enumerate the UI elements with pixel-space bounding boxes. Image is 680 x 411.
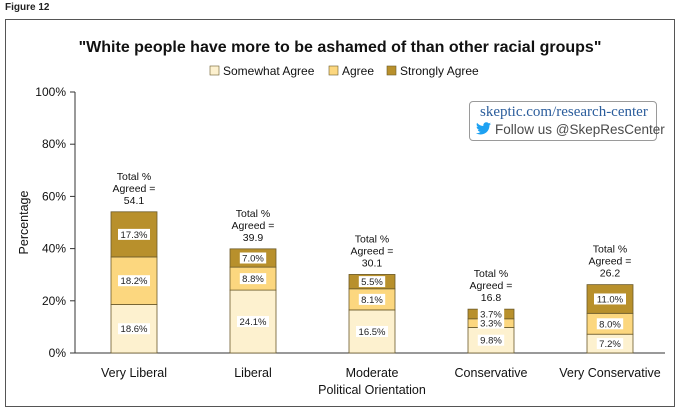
data-label-bg	[237, 316, 269, 328]
y-tick-label: 0%	[49, 346, 67, 360]
data-label: 7.2%	[599, 339, 621, 350]
watermark-handle: Follow us @SkepResCenter	[495, 122, 665, 137]
data-label-bg	[358, 293, 386, 305]
legend-swatch-0	[209, 65, 220, 76]
data-label: 3.3%	[480, 319, 502, 330]
data-label: 8.1%	[361, 295, 383, 306]
data-label-bg	[596, 318, 624, 330]
chart-title: "White people have more to be ashamed of…	[79, 39, 602, 56]
y-tick-label: 80%	[42, 137, 66, 151]
x-tick-label: Very Liberal	[101, 366, 167, 380]
data-label-bg	[118, 323, 150, 335]
data-label-bg	[477, 317, 505, 329]
data-label-bg	[596, 338, 624, 350]
x-tick-label: Liberal	[234, 366, 272, 380]
total-annotation: Agreed =	[470, 280, 513, 292]
data-label: 18.6%	[121, 324, 148, 335]
y-tick-label: 100%	[35, 85, 66, 99]
total-annotation: Total %	[474, 268, 508, 280]
total-annotation: Total %	[355, 233, 389, 245]
total-annotation: 54.1	[124, 195, 145, 207]
data-label-bg	[477, 308, 505, 320]
data-label-bg	[118, 228, 150, 240]
data-label: 8.8%	[242, 274, 264, 285]
legend-swatch-1	[328, 65, 339, 76]
legend-label-2: Strongly Agree	[400, 64, 479, 78]
total-annotation: Total %	[117, 171, 151, 183]
twitter-bird-icon	[476, 122, 491, 136]
x-tick-label: Moderate	[346, 366, 399, 380]
watermark-box: skeptic.com/research-center Follow us @S…	[469, 101, 665, 141]
total-annotation: Agreed =	[351, 245, 394, 257]
x-tick-label: Conservative	[455, 366, 528, 380]
legend-label-1: Agree	[342, 64, 374, 78]
watermark-twitter: Follow us @SkepResCenter	[476, 122, 665, 137]
total-annotation: 26.2	[600, 268, 621, 280]
data-label-bg	[239, 273, 267, 285]
data-label-bg	[477, 334, 505, 346]
data-label: 3.7%	[480, 309, 502, 320]
data-label-bg	[358, 276, 386, 288]
data-label-bg	[118, 275, 150, 287]
data-label: 17.3%	[121, 230, 148, 241]
data-label: 24.1%	[240, 317, 267, 328]
data-label: 7.0%	[242, 253, 264, 264]
data-label-bg	[594, 293, 626, 305]
legend-label-0: Somewhat Agree	[223, 64, 315, 78]
total-annotation: Total %	[593, 244, 627, 256]
total-annotation: Agreed =	[232, 220, 275, 232]
data-label: 11.0%	[597, 294, 624, 305]
watermark-url: skeptic.com/research-center	[480, 104, 648, 120]
figure-label: Figure 12	[5, 2, 50, 13]
total-annotation: Agreed =	[113, 183, 156, 195]
data-label: 18.2%	[121, 276, 148, 287]
total-annotation: Total %	[236, 208, 270, 220]
y-axis-title: Percentage	[17, 190, 31, 254]
data-label: 5.5%	[361, 277, 383, 288]
y-tick-label: 60%	[42, 189, 66, 203]
x-tick-label: Very Conservative	[559, 366, 660, 380]
total-annotation: Agreed =	[589, 256, 632, 268]
y-tick-label: 20%	[42, 294, 66, 308]
total-annotation: 16.8	[481, 292, 502, 304]
data-label: 9.8%	[480, 336, 502, 347]
data-label: 8.0%	[599, 319, 621, 330]
y-tick-label: 40%	[42, 242, 66, 256]
data-label-bg	[239, 252, 267, 264]
legend-swatch-2	[386, 65, 397, 76]
x-axis-title: Political Orientation	[318, 383, 426, 397]
total-annotation: 39.9	[243, 232, 264, 244]
data-label-bg	[356, 325, 388, 337]
data-label: 16.5%	[359, 327, 386, 338]
total-annotation: 30.1	[362, 257, 383, 269]
